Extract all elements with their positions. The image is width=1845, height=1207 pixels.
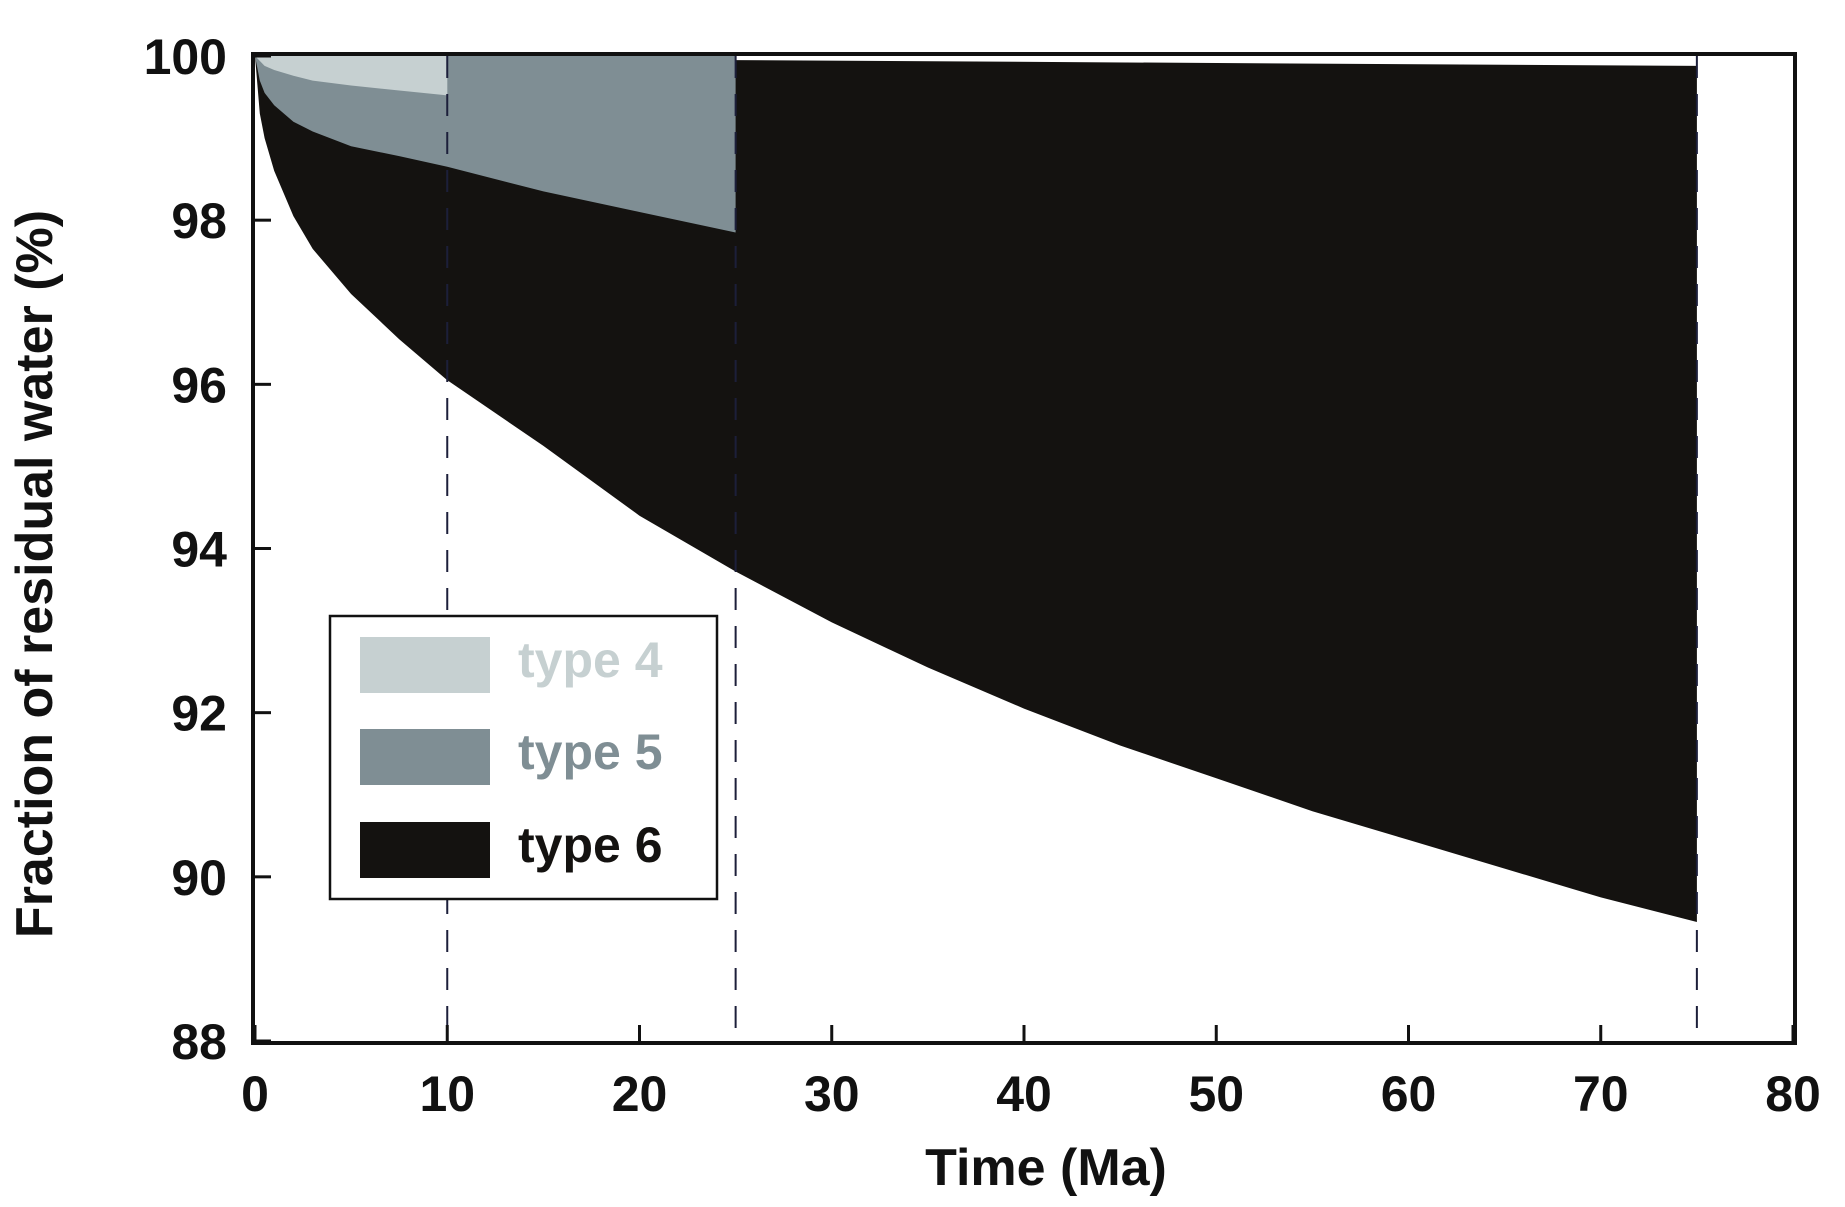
x-axis-title: Time (Ma) bbox=[925, 1139, 1167, 1197]
y-tick-label-90: 90 bbox=[171, 850, 227, 906]
area-type-6 bbox=[255, 56, 1697, 922]
x-axis-ticks: 0 10 20 30 40 50 60 70 80 bbox=[241, 1025, 1821, 1122]
area-type-4 bbox=[255, 56, 448, 96]
y-tick-label-96: 96 bbox=[171, 357, 227, 413]
x-tick-label-10: 10 bbox=[419, 1066, 475, 1122]
x-tick-label-0: 0 bbox=[241, 1066, 269, 1122]
y-axis-title: Fraction of residual water (%) bbox=[6, 210, 64, 938]
legend-label-type-6: type 6 bbox=[518, 817, 663, 873]
legend-label-type-5: type 5 bbox=[518, 724, 663, 780]
x-tick-label-50: 50 bbox=[1188, 1066, 1244, 1122]
y-tick-label-92: 92 bbox=[171, 686, 227, 742]
x-tick-label-80: 80 bbox=[1765, 1066, 1821, 1122]
legend-swatch-type-4 bbox=[360, 637, 490, 693]
x-tick-label-60: 60 bbox=[1381, 1066, 1437, 1122]
x-tick-label-70: 70 bbox=[1573, 1066, 1629, 1122]
y-tick-label-100: 100 bbox=[144, 29, 227, 85]
legend-swatch-type-6 bbox=[360, 822, 490, 878]
legend-label-type-4: type 4 bbox=[518, 632, 663, 688]
x-tick-label-30: 30 bbox=[804, 1066, 860, 1122]
x-tick-label-20: 20 bbox=[612, 1066, 668, 1122]
legend-swatch-type-5 bbox=[360, 729, 490, 785]
area-type-5 bbox=[255, 56, 736, 233]
plot-areas bbox=[255, 56, 1697, 922]
vertical-reference-lines bbox=[446, 56, 1698, 1041]
y-tick-label-88: 88 bbox=[171, 1014, 227, 1070]
y-axis-ticks: 88 90 92 94 96 98 100 bbox=[144, 29, 271, 1070]
x-tick-label-40: 40 bbox=[996, 1066, 1052, 1122]
y-tick-label-98: 98 bbox=[171, 193, 227, 249]
y-tick-label-94: 94 bbox=[171, 522, 227, 578]
plot-frame bbox=[251, 52, 1797, 1045]
legend: type 4 type 5 type 6 bbox=[328, 614, 719, 901]
